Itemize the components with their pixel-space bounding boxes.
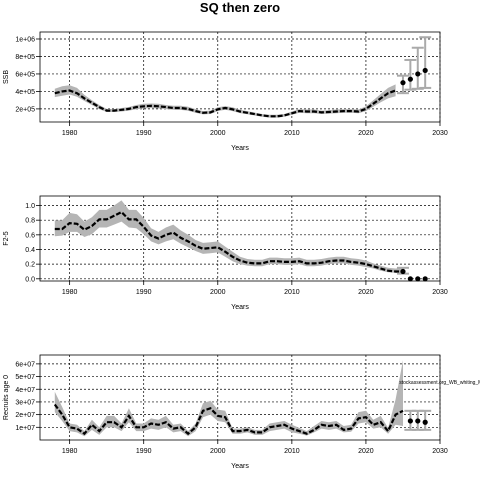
x-tick-label: 1980 <box>62 448 78 455</box>
x-axis-label: Years <box>231 145 249 152</box>
x-tick-label: 2000 <box>210 130 226 137</box>
y-tick-label: 1.0 <box>25 203 35 210</box>
x-tick-label: 2030 <box>432 448 448 455</box>
y-axis-label: SSB <box>3 70 10 84</box>
y-tick-label: 4e+07 <box>15 387 35 394</box>
x-tick-label: 1990 <box>136 289 152 296</box>
x-tick-label: 2000 <box>210 289 226 296</box>
y-tick-label: 0.4 <box>25 247 35 254</box>
confidence-band <box>54 84 396 118</box>
y-axis-label: F2-5 <box>3 231 10 246</box>
x-tick-label: 2000 <box>210 448 226 455</box>
x-tick-label: 2010 <box>284 448 300 455</box>
y-tick-label: 6e+05 <box>15 71 35 78</box>
y-tick-label: 2e+05 <box>15 106 35 113</box>
projection-point <box>415 71 421 77</box>
x-tick-label: 2030 <box>432 289 448 296</box>
y-tick-label: 0.6 <box>25 232 35 239</box>
x-tick-label: 1980 <box>62 289 78 296</box>
estimate-line <box>54 210 403 273</box>
x-tick-label: 1990 <box>136 448 152 455</box>
x-axis-label: Years <box>231 463 249 470</box>
x-tick-label: 2010 <box>284 130 300 137</box>
projection-point <box>407 76 413 82</box>
x-tick-label: 1990 <box>136 130 152 137</box>
panel-3: 1980 1990 2000 2010 2020 2030 1e+07 2e+07 3e+07 4… <box>3 354 480 470</box>
projection-point <box>400 268 406 275</box>
panel-1: 1980 1990 2000 2010 2020 2030 2e+05 4e+05 6e+05 8… <box>3 31 448 152</box>
x-axis-label: Years <box>231 304 249 311</box>
y-tick-label: 0.0 <box>25 276 35 283</box>
plot-frame <box>39 31 441 123</box>
plot-frame <box>39 354 441 441</box>
plot-frame <box>39 195 441 282</box>
projection-point <box>407 276 413 282</box>
y-tick-label: 5e+07 <box>15 374 35 381</box>
y-tick-label: 1e+06 <box>15 36 35 43</box>
y-tick-label: 6e+07 <box>15 361 35 368</box>
x-tick-label: 2030 <box>432 130 448 137</box>
estimate-line <box>54 89 396 118</box>
x-tick-label: 2020 <box>358 289 374 296</box>
y-tick-label: 2e+07 <box>15 412 35 419</box>
y-tick-label: 3e+07 <box>15 399 35 406</box>
x-tick-label: 2020 <box>358 448 374 455</box>
y-axis-label: Recruits age 0 <box>3 375 10 420</box>
panel-2: 1980 1990 2000 2010 2020 2030 0.0 0.2 0.4 0.6 0.8 1… <box>3 195 448 311</box>
y-tick-label: 0.2 <box>25 262 35 269</box>
y-tick-label: 8e+05 <box>15 54 35 61</box>
confidence-band <box>54 200 404 274</box>
projection-point <box>422 276 428 282</box>
estimate-line <box>53 403 404 436</box>
annotation-label: stockassessment.org_WB_whiting_Medium2_r… <box>399 380 480 386</box>
y-tick-label: 1e+07 <box>15 425 35 432</box>
chart-title: SQ then zero <box>199 0 281 15</box>
projection-point <box>415 418 421 424</box>
x-tick-label: 2010 <box>284 289 300 296</box>
x-tick-label: 2020 <box>358 130 374 137</box>
y-tick-label: 4e+05 <box>15 89 35 96</box>
y-tick-label: 0.8 <box>25 218 35 225</box>
x-tick-label: 1980 <box>62 130 78 137</box>
projection-point <box>415 276 421 282</box>
projection-point <box>407 418 413 424</box>
projection-point <box>422 419 428 425</box>
projection-point <box>400 80 406 86</box>
projection-point <box>422 67 428 74</box>
